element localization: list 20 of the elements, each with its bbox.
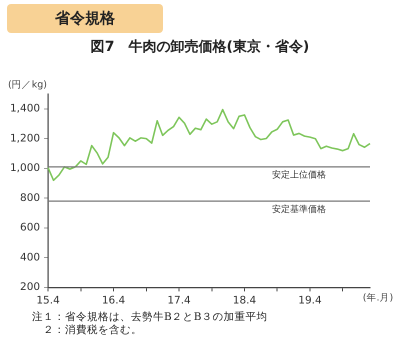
chart-title: 図7 牛肉の卸売価格(東京・省令) <box>90 38 310 56</box>
x-tick-label: 15.4 <box>36 294 60 306</box>
y-tick-label: 1,400 <box>10 102 40 115</box>
y-axis-title: (円／kg) <box>8 80 47 91</box>
y-tick-label: 1,000 <box>10 162 40 174</box>
x-tick-label: 18.4 <box>232 294 256 306</box>
y-tick-label: 400 <box>20 251 40 264</box>
x-tick-label: 17.4 <box>167 294 192 306</box>
ref-line-label: 安定基準価格 <box>272 204 326 215</box>
text: 注１：省令規格は、去勢牛B２とB３の加重平均 <box>32 311 268 324</box>
x-axis-title: (年.月) <box>362 292 394 304</box>
y-tick-label: 800 <box>20 192 40 204</box>
text: 省令規格 <box>7 4 163 33</box>
text: ２：消費税を含む。 <box>42 324 143 337</box>
x-tick-label: 19.4 <box>298 294 322 306</box>
y-tick-label: 1,200 <box>10 132 40 144</box>
x-tick-label: 16.4 <box>102 294 126 306</box>
y-tick-label: 200 <box>20 281 40 294</box>
ref-line-label: 安定上位価格 <box>272 170 326 181</box>
y-tick-label: 600 <box>20 222 40 234</box>
